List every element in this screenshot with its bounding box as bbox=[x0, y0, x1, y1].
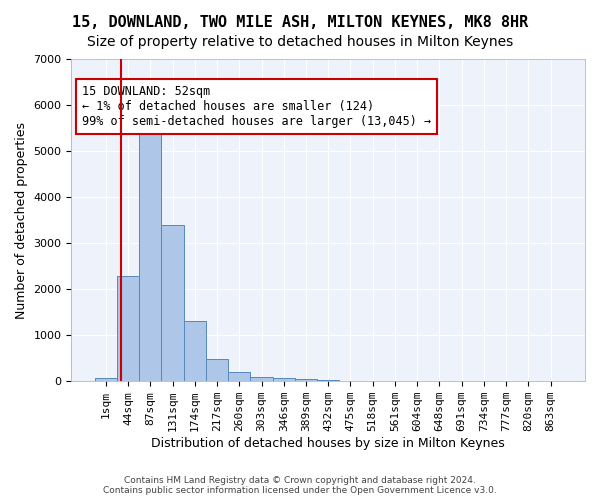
Text: 15, DOWNLAND, TWO MILE ASH, MILTON KEYNES, MK8 8HR: 15, DOWNLAND, TWO MILE ASH, MILTON KEYNE… bbox=[72, 15, 528, 30]
Bar bbox=[161, 224, 184, 381]
Bar bbox=[272, 378, 295, 381]
Text: 15 DOWNLAND: 52sqm
← 1% of detached houses are smaller (124)
99% of semi-detache: 15 DOWNLAND: 52sqm ← 1% of detached hous… bbox=[82, 85, 431, 128]
Bar bbox=[184, 322, 206, 381]
Y-axis label: Number of detached properties: Number of detached properties bbox=[15, 122, 28, 318]
Bar bbox=[228, 372, 250, 381]
Bar bbox=[117, 276, 139, 381]
Bar bbox=[139, 128, 161, 381]
Bar bbox=[250, 376, 272, 381]
Text: Contains HM Land Registry data © Crown copyright and database right 2024.
Contai: Contains HM Land Registry data © Crown c… bbox=[103, 476, 497, 495]
Bar bbox=[295, 379, 317, 381]
Text: Size of property relative to detached houses in Milton Keynes: Size of property relative to detached ho… bbox=[87, 35, 513, 49]
Bar bbox=[206, 359, 228, 381]
Bar bbox=[317, 380, 340, 381]
X-axis label: Distribution of detached houses by size in Milton Keynes: Distribution of detached houses by size … bbox=[151, 437, 505, 450]
Bar bbox=[340, 380, 362, 381]
Bar bbox=[95, 378, 117, 381]
